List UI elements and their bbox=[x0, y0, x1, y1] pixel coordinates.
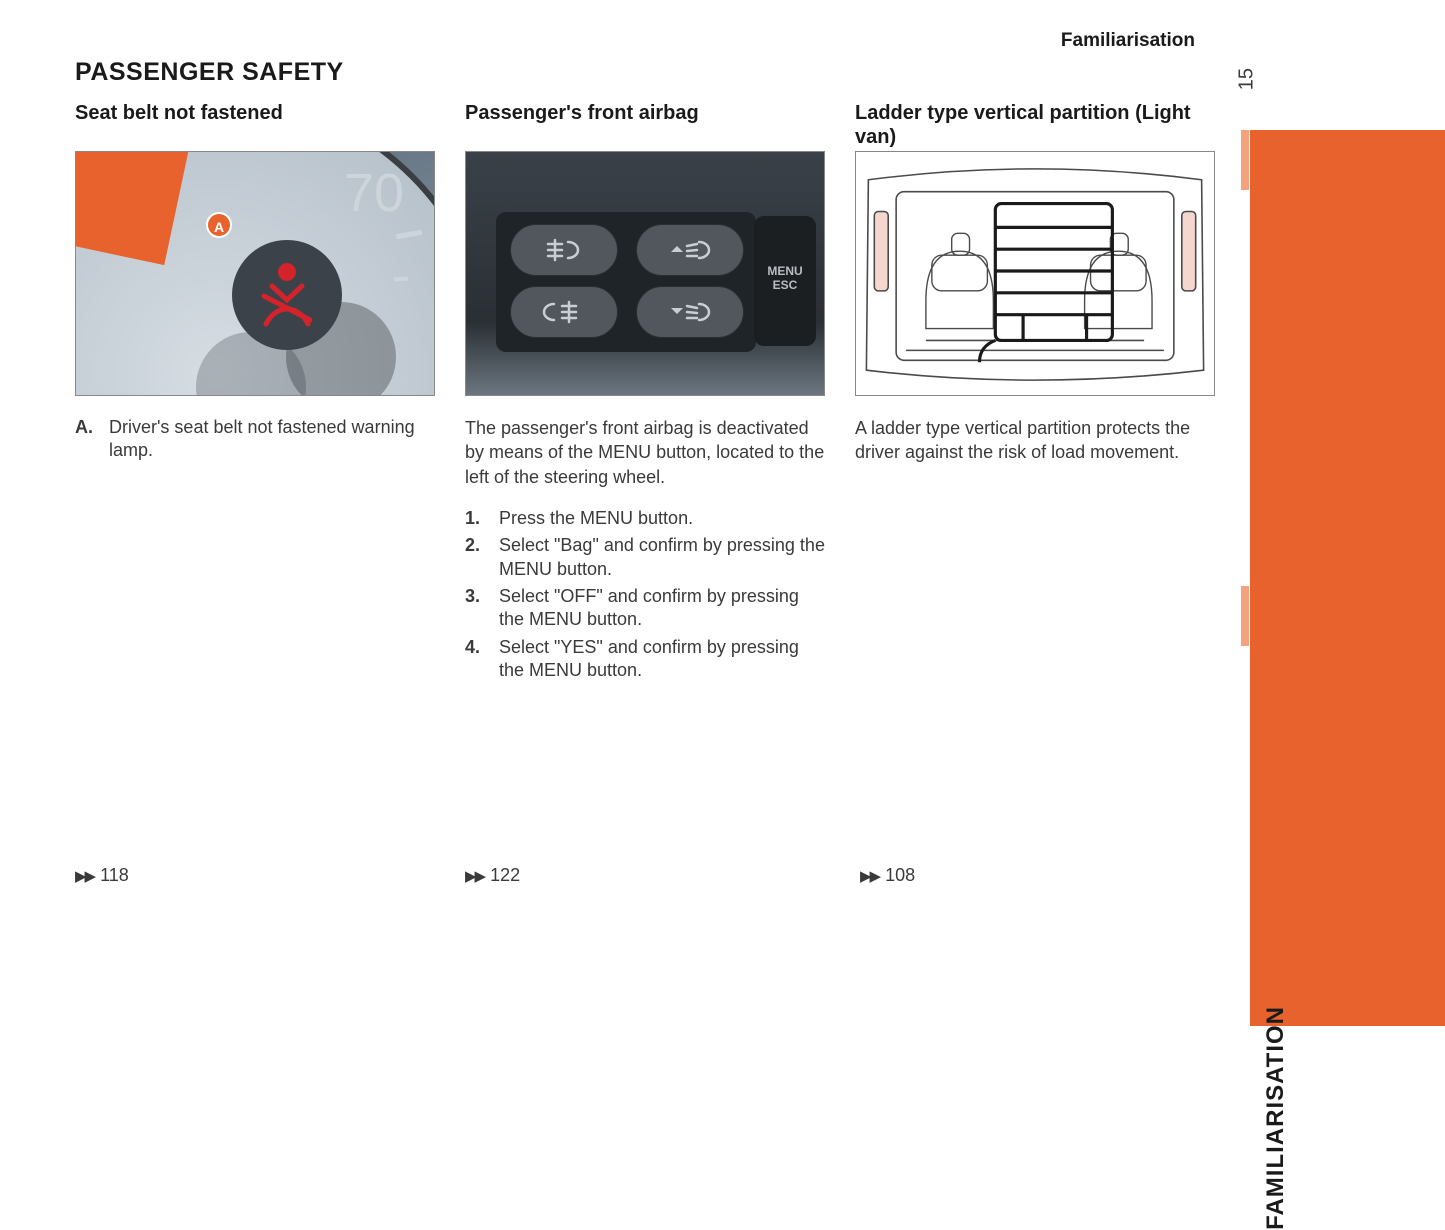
section-side-tab: FAMILIARISATION bbox=[1250, 130, 1445, 1026]
esc-label: ESC bbox=[773, 278, 798, 292]
list-text: Select "OFF" and confirm by pressing the… bbox=[499, 585, 825, 632]
menu-label: MENU bbox=[767, 264, 802, 278]
gauge-tick bbox=[394, 277, 408, 281]
manual-page: Familiarisation PASSENGER SAFETY Seat be… bbox=[0, 0, 1445, 1026]
intro-paragraph: The passenger's front airbag is deactiva… bbox=[465, 416, 825, 489]
fast-forward-icon: ▶▶ bbox=[860, 867, 879, 885]
page-reference[interactable]: ▶▶ 122 bbox=[465, 865, 520, 886]
list-text: Press the MENU button. bbox=[499, 507, 693, 530]
page-number: 15 bbox=[1235, 68, 1258, 90]
list-marker: 2. bbox=[465, 534, 487, 581]
headlamp-down-icon bbox=[665, 300, 715, 324]
header-row: Familiarisation bbox=[75, 30, 1445, 52]
illustration-dashboard-buttons: MENU ESC bbox=[465, 151, 825, 396]
page-reference[interactable]: ▶▶ 118 bbox=[75, 865, 129, 886]
front-fog-light-button bbox=[510, 224, 618, 276]
page-ref-number: 122 bbox=[490, 865, 520, 886]
list-text: Select "Bag" and confirm by pressing the… bbox=[499, 534, 825, 581]
list-marker: A. bbox=[75, 416, 97, 463]
side-tab-tick bbox=[1241, 130, 1249, 190]
description-list: 1. Press the MENU button. 2. Select "Bag… bbox=[465, 507, 825, 687]
callout-marker-a: A bbox=[206, 212, 232, 238]
list-item: A. Driver's seat belt not fastened warni… bbox=[75, 416, 435, 463]
illustration-seatbelt-gauge: 70 A bbox=[75, 151, 435, 396]
list-item: 3. Select "OFF" and confirm by pressing … bbox=[465, 585, 825, 632]
fast-forward-icon: ▶▶ bbox=[75, 867, 94, 885]
list-item: 4. Select "YES" and confirm by pressing … bbox=[465, 636, 825, 683]
side-tab-tick bbox=[1241, 586, 1249, 646]
list-item: 1. Press the MENU button. bbox=[465, 507, 825, 530]
list-text: Select "YES" and confirm by pressing the… bbox=[499, 636, 825, 683]
list-marker: 4. bbox=[465, 636, 487, 683]
column-title: Passenger's front airbag bbox=[465, 101, 825, 151]
rear-fog-icon bbox=[542, 300, 586, 324]
headlamp-up-button bbox=[636, 224, 744, 276]
list-marker: 3. bbox=[465, 585, 487, 632]
van-partition-drawing bbox=[856, 152, 1214, 395]
page-ref-number: 108 bbox=[885, 865, 915, 886]
list-text: Driver's seat belt not fastened warning … bbox=[109, 416, 435, 463]
list-marker: 1. bbox=[465, 507, 487, 530]
illustration-van-partition bbox=[855, 151, 1215, 396]
column-airbag: Passenger's front airbag bbox=[465, 101, 825, 687]
fast-forward-icon: ▶▶ bbox=[465, 867, 484, 885]
gauge-speed-label: 70 bbox=[344, 162, 404, 224]
rear-fog-light-button bbox=[510, 286, 618, 338]
column-title: Ladder type vertical partition (Light va… bbox=[855, 101, 1215, 151]
menu-esc-button: MENU ESC bbox=[754, 216, 816, 346]
list-item: 2. Select "Bag" and confirm by pressing … bbox=[465, 534, 825, 581]
breadcrumb: Familiarisation bbox=[1061, 30, 1195, 52]
content-columns: Seat belt not fastened 70 bbox=[75, 101, 1225, 687]
page-reference[interactable]: ▶▶ 108 bbox=[860, 865, 915, 886]
page-ref-number: 118 bbox=[100, 865, 129, 886]
intro-paragraph: A ladder type vertical partition protect… bbox=[855, 416, 1215, 465]
description-list: A. Driver's seat belt not fastened warni… bbox=[75, 416, 435, 467]
seatbelt-icon bbox=[256, 260, 318, 330]
column-partition: Ladder type vertical partition (Light va… bbox=[855, 101, 1215, 687]
headlamp-up-icon bbox=[665, 238, 715, 262]
column-seatbelt: Seat belt not fastened 70 bbox=[75, 101, 435, 687]
headlamp-down-button bbox=[636, 286, 744, 338]
side-tab-label: FAMILIARISATION bbox=[1262, 1006, 1290, 1230]
column-title: Seat belt not fastened bbox=[75, 101, 435, 151]
front-fog-icon bbox=[542, 238, 586, 262]
